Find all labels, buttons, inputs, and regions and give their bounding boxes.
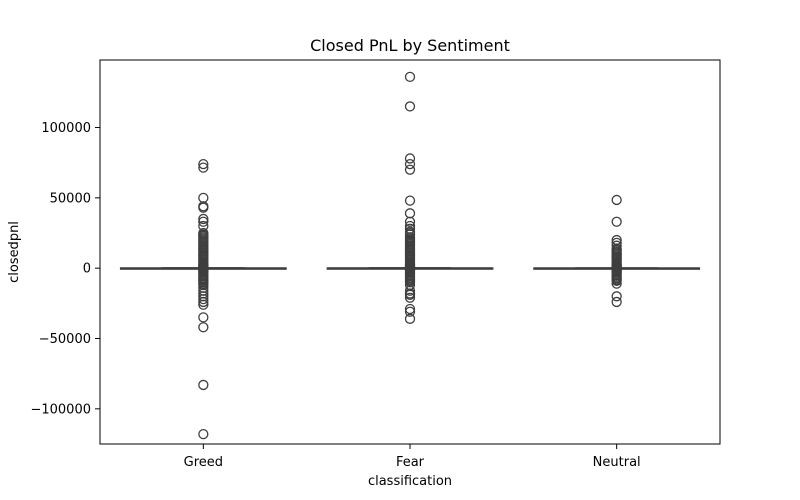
- x-axis: Greed Fear Neutral: [184, 444, 641, 470]
- outlier-point: [198, 158, 209, 170]
- outlier-point: [198, 429, 209, 440]
- x-tick-label: Neutral: [593, 455, 641, 470]
- outlier-point: [198, 379, 209, 391]
- outlier-point: [611, 216, 622, 227]
- outlier-point: [404, 303, 416, 315]
- outlier-point: [611, 194, 622, 206]
- plot-area: [119, 71, 701, 440]
- y-tick-label: 0: [83, 262, 91, 277]
- chart-title: Closed PnL by Sentiment: [310, 36, 510, 55]
- outlier-point: [404, 289, 416, 301]
- y-tick-label: 100000: [41, 121, 91, 136]
- outlier-point: [404, 164, 416, 175]
- outlier-point: [198, 312, 209, 323]
- outlier-point: [611, 278, 622, 289]
- x-tick-label: Fear: [396, 455, 425, 470]
- outlier-point: [611, 296, 622, 308]
- outlier-point: [198, 293, 209, 305]
- box-group-greed: [119, 158, 287, 440]
- outlier-point: [404, 195, 416, 206]
- outlier-point: [611, 291, 622, 302]
- outlier-point: [404, 285, 416, 296]
- x-axis-label: classification: [368, 474, 452, 489]
- x-tick-label: Greed: [184, 455, 223, 470]
- outlier-point: [404, 292, 416, 303]
- outlier-point: [404, 306, 416, 317]
- outlier-point: [404, 153, 416, 164]
- outlier-point: [611, 275, 622, 286]
- outlier-point: [404, 71, 416, 83]
- outlier-point: [198, 202, 209, 213]
- outlier-point: [198, 162, 209, 173]
- outlier-point: [198, 213, 209, 225]
- outlier-point: [198, 322, 209, 333]
- outlier-point: [198, 299, 209, 310]
- outlier-point: [404, 101, 416, 112]
- y-tick-label: 50000: [50, 191, 91, 206]
- outlier-point: [198, 296, 209, 308]
- y-tick-label: −100000: [30, 402, 91, 417]
- outlier-point: [198, 216, 209, 227]
- outlier-point: [404, 313, 416, 324]
- outlier-point: [404, 216, 416, 227]
- y-axis: 100000 50000 0 −50000 −100000: [30, 121, 100, 417]
- box-group-fear: [326, 71, 494, 324]
- outlier-point: [404, 158, 416, 170]
- y-axis-label: closedpnl: [7, 221, 22, 283]
- y-tick-label: −50000: [39, 332, 91, 347]
- box-group-neutral: [533, 194, 701, 308]
